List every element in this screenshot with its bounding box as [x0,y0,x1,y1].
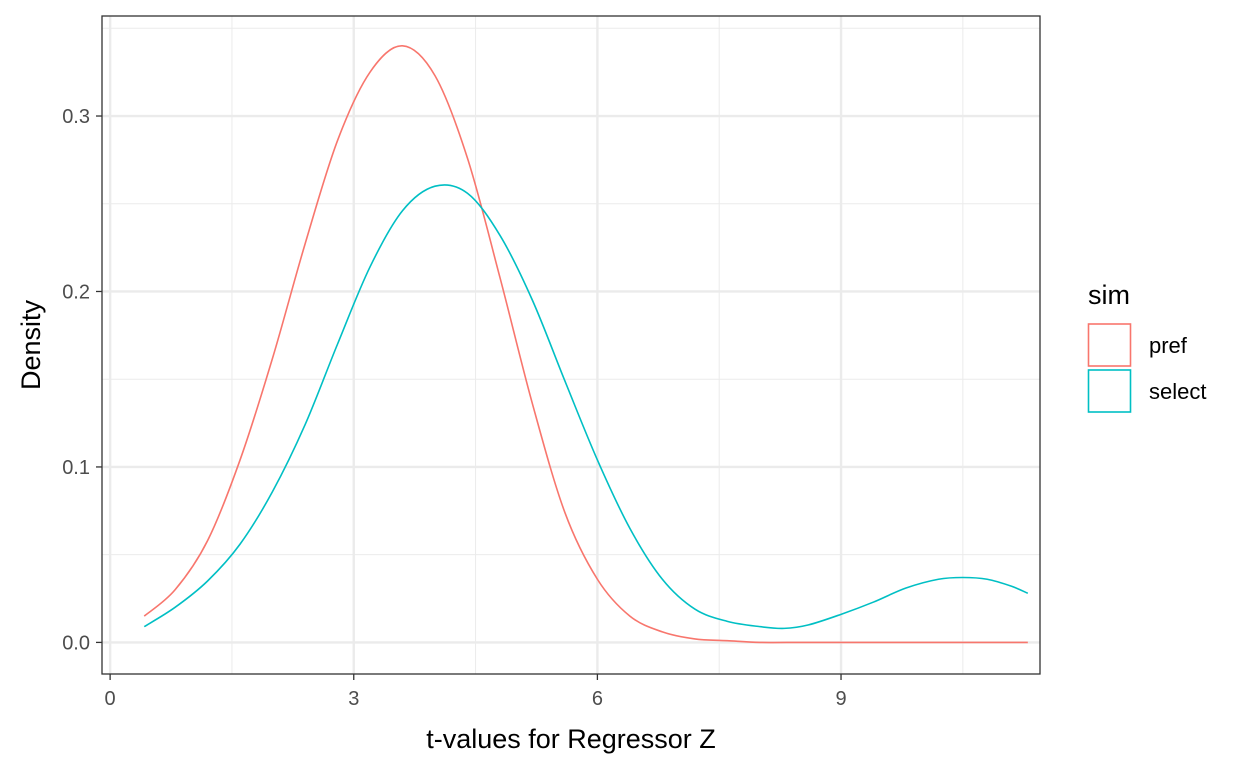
series-line-select [143,184,1029,630]
grid-layer [102,16,1040,674]
series-lines [143,45,1029,644]
legend-label-select: select [1149,379,1206,404]
x-tick-label: 3 [348,688,359,710]
y-tick-label: 0.1 [62,457,90,479]
y-tick-label: 0.2 [62,281,90,303]
x-axis-title: t-values for Regressor Z [426,724,716,754]
legend: sim pref select [1087,280,1206,413]
y-axis-title: Density [16,299,46,390]
legend-key-pref [1087,323,1132,367]
x-tick-label: 0 [105,688,116,710]
x-tick-label: 9 [835,688,846,710]
legend-key-select [1087,369,1132,413]
axes-layer: 0 3 6 9 0.0 0.1 0.2 0.3 [62,106,846,710]
x-tick-label: 6 [592,688,603,710]
y-tick-label: 0.0 [62,632,90,654]
series-line-pref [143,45,1028,644]
y-tick-label: 0.3 [62,106,90,128]
panel-border [101,15,1041,675]
plot-panel [102,16,1040,674]
legend-title: sim [1088,280,1130,310]
legend-label-pref: pref [1149,333,1188,358]
